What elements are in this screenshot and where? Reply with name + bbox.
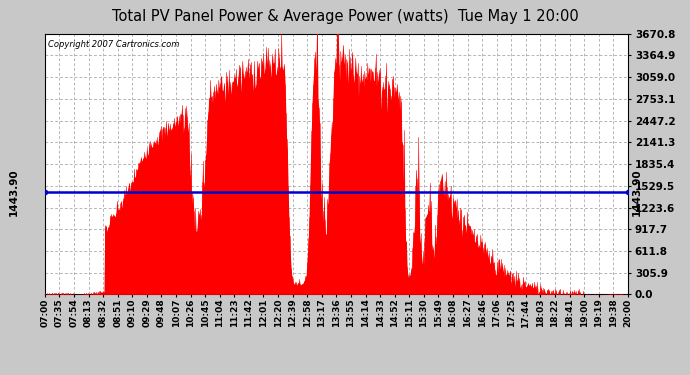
Text: 1443.90: 1443.90 [631,168,641,216]
Text: 1443.90: 1443.90 [9,168,19,216]
Text: Copyright 2007 Cartronics.com: Copyright 2007 Cartronics.com [48,40,179,49]
Text: Total PV Panel Power & Average Power (watts)  Tue May 1 20:00: Total PV Panel Power & Average Power (wa… [112,9,578,24]
